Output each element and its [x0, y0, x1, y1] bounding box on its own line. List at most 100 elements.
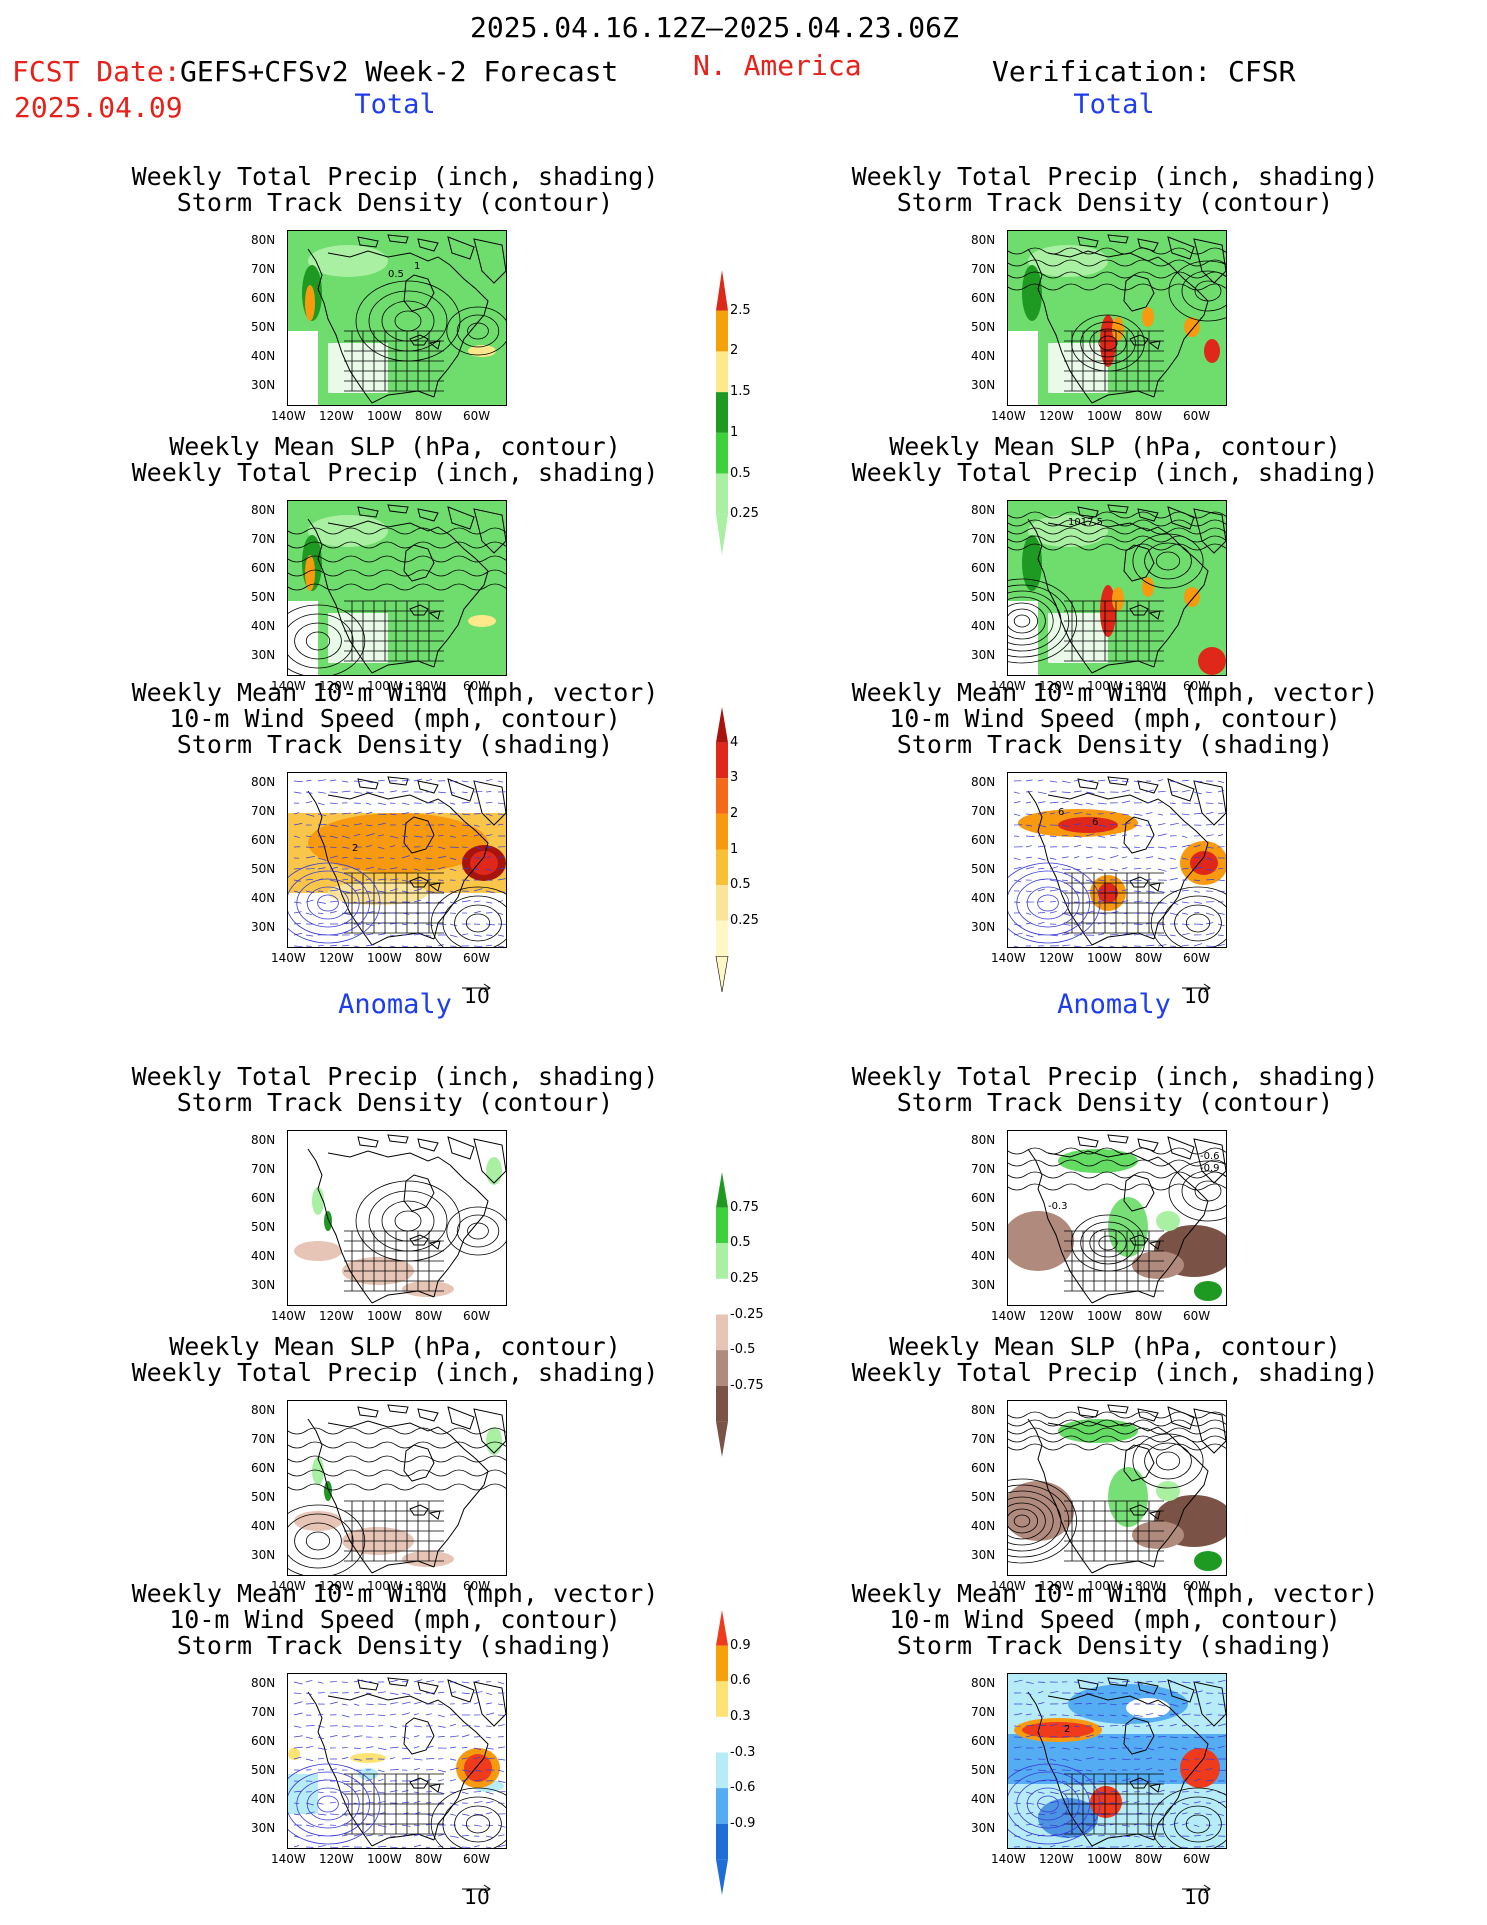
lon-tick-label: 140W	[991, 679, 1026, 693]
colorbar-arrow-top	[716, 1172, 728, 1208]
obs-wind-track-anom-title-line: 10-m Wind Speed (mph, contour)	[889, 1605, 1341, 1634]
lat-tick-label: 40N	[251, 1249, 276, 1263]
positive-anomaly	[350, 1753, 386, 1763]
storm-track-contours	[1008, 1147, 1226, 1191]
colorbar-tick-label: 2.5	[730, 302, 751, 318]
lat-tick-label: 80N	[971, 503, 996, 517]
vector-arrow-icon	[1177, 1877, 1217, 1894]
colorbar-arrow-top	[716, 707, 728, 743]
fcst-wind-track-anom-title-line: Storm Track Density (shading)	[176, 1631, 614, 1660]
fcst-wind-track-anom-map	[287, 1673, 507, 1849]
lat-tick-label: 80N	[971, 1676, 996, 1690]
lon-tick-label: 60W	[1183, 1579, 1211, 1593]
lat-tick-label: 50N	[971, 1490, 996, 1504]
lat-tick-label: 40N	[971, 349, 996, 363]
storm-track-contours	[1168, 260, 1226, 322]
heavy-precip	[1184, 587, 1200, 607]
lon-tick-label: 80W	[1135, 679, 1163, 693]
colorbar-segment	[716, 432, 728, 474]
colorbar-tick-label: 1.5	[730, 384, 751, 400]
region-label: N. America	[693, 49, 862, 82]
lat-tick-label: 70N	[251, 262, 276, 276]
lat-tick-label: 30N	[251, 920, 276, 934]
lat-tick-label: 40N	[971, 891, 996, 905]
colorbar-segment	[716, 1243, 728, 1279]
lat-tick-label: 30N	[971, 1821, 996, 1835]
coastline-outline	[307, 1404, 506, 1574]
lon-tick-label: 140W	[271, 679, 306, 693]
colorbar-tick-label: -0.25	[730, 1306, 764, 1322]
colorbar-precip-anomaly	[716, 1172, 728, 1457]
section-total-right: Total	[1073, 89, 1155, 120]
colorbar-tick-label: 0.9	[730, 1637, 751, 1653]
state-boundaries	[344, 600, 444, 662]
lat-tick-label: 70N	[971, 1432, 996, 1446]
obs-slp-precip-anom-title-line: Weekly Mean SLP (hPa, contour)	[889, 1332, 1341, 1361]
fcst-slp-precip-anom-title-line: Weekly Mean SLP (hPa, contour)	[169, 1332, 621, 1361]
verification-label: Verification: CFSR	[992, 55, 1296, 88]
storm-track-contours	[446, 306, 506, 356]
colorbar-segment	[716, 885, 728, 921]
lat-tick-label: 70N	[971, 1705, 996, 1719]
dry-anomaly	[402, 1551, 454, 1567]
slp-contours	[288, 1504, 366, 1575]
lat-tick-label: 50N	[971, 1763, 996, 1777]
lat-tick-label: 60N	[251, 1191, 276, 1205]
dry-anomaly	[1008, 1211, 1074, 1271]
lat-tick-label: 70N	[971, 804, 996, 818]
heavy-precip	[468, 615, 496, 627]
heavy-precip	[1142, 577, 1154, 597]
vector-reference-value: 10	[464, 1885, 490, 1909]
slp-contours	[288, 604, 366, 675]
contour-value-label: 2	[1064, 1724, 1070, 1735]
wet-anomaly	[486, 1157, 502, 1185]
wind-speed-contours	[1150, 1787, 1226, 1848]
lon-tick-label: 80W	[1135, 1852, 1163, 1866]
lat-tick-label: 50N	[251, 1490, 276, 1504]
lat-tick-label: 50N	[251, 320, 276, 334]
vector-reference-value: 10	[1184, 1885, 1210, 1909]
lon-tick-label: 60W	[1183, 1852, 1211, 1866]
lat-tick-label: 60N	[971, 561, 996, 575]
colorbar-tick-label: 0.75	[730, 1199, 759, 1215]
vector-reference: 10	[1177, 1877, 1217, 1907]
contour-value-label: -0.3	[1048, 1201, 1068, 1212]
obs-wind-track-title-line: 10-m Wind Speed (mph, contour)	[889, 704, 1341, 733]
lon-tick-label: 80W	[415, 1309, 443, 1323]
fcst-precip-track-anom-title-line: Storm Track Density (contour)	[176, 1088, 614, 1117]
vector-arrow-icon	[1177, 976, 1217, 993]
lat-tick-label: 50N	[971, 862, 996, 876]
lat-tick-label: 40N	[971, 1792, 996, 1806]
state-boundaries	[1064, 600, 1164, 662]
wet-anomaly	[1194, 1551, 1222, 1571]
lat-tick-label: 30N	[971, 648, 996, 662]
colorbar-segment	[716, 813, 728, 850]
colorbar-segment	[716, 849, 728, 886]
colorbar-tick-label: 0.25	[730, 912, 759, 928]
lat-tick-label: 80N	[971, 233, 996, 247]
lon-tick-label: 140W	[991, 1852, 1026, 1866]
colorbar-tick-label: -0.75	[730, 1377, 764, 1393]
lon-tick-label: 80W	[1135, 1579, 1163, 1593]
lon-tick-label: 100W	[1087, 1852, 1122, 1866]
lon-tick-label: 140W	[991, 951, 1026, 965]
storm-track-contours	[1168, 1160, 1226, 1222]
lat-tick-label: 50N	[251, 590, 276, 604]
lat-tick-label: 30N	[251, 1821, 276, 1835]
contour-value-label: 1017.5	[1068, 517, 1103, 528]
storm-track-contours	[1071, 314, 1145, 372]
colorbar-segment	[716, 1385, 728, 1422]
obs-precip-track-anom-title-line: Weekly Total Precip (inch, shading)	[851, 1062, 1379, 1091]
colorbar-tick-label: 1	[730, 424, 739, 440]
storm-track-contours	[355, 1180, 461, 1262]
lon-tick-label: 140W	[271, 1579, 306, 1593]
lat-tick-label: 30N	[971, 1548, 996, 1562]
lat-tick-label: 40N	[251, 891, 276, 905]
wet-anomaly	[486, 1427, 502, 1455]
dry-region	[1008, 331, 1038, 405]
colorbar-tick-label: 4	[730, 734, 739, 750]
lat-tick-label: 60N	[251, 1734, 276, 1748]
colorbar-tick-label: 0.25	[730, 506, 759, 522]
dry-region	[328, 613, 388, 663]
slp-contours	[1008, 511, 1226, 551]
